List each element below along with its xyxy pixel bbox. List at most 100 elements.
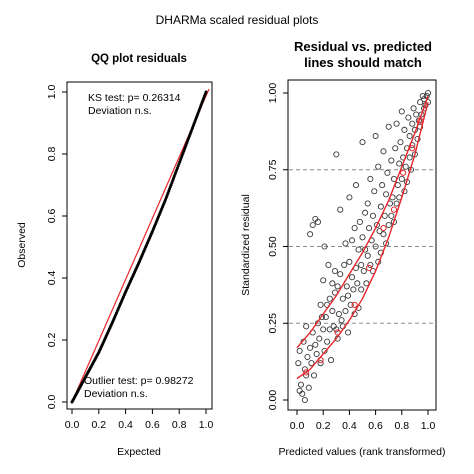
- residual-point: [331, 268, 339, 275]
- residual-point: [360, 268, 367, 275]
- qq-x-tick-label: 0.2: [91, 419, 106, 431]
- qq-outlier-test-annotation: Outlier test: p= 0.98272: [84, 375, 194, 387]
- residual-point: [376, 228, 383, 235]
- qq-title: QQ plot residuals: [91, 53, 187, 65]
- residual-point: [307, 231, 314, 238]
- residual-point: [367, 175, 374, 183]
- residual-point: [355, 246, 362, 253]
- qq-y-axis: 0.0 0.2 0.4 0.6 0.8 1.0: [46, 85, 68, 410]
- residual-point: [321, 243, 328, 250]
- qq-y-tick-label: 0.6: [46, 209, 58, 224]
- qq-x-axis-label: Expected: [117, 446, 161, 458]
- residual-point: [309, 221, 316, 229]
- residual-point: [342, 307, 349, 315]
- residual-point: [296, 347, 303, 354]
- residual-point: [413, 111, 420, 118]
- residual-point: [401, 126, 408, 133]
- residual-point: [356, 218, 363, 225]
- residual-subtitle: lines should match: [304, 55, 422, 70]
- residual-point: [364, 200, 371, 207]
- residual-point: [377, 203, 384, 210]
- residual-x-axis: 0.0 0.2 0.4 0.6 0.8 1.0: [290, 409, 436, 432]
- residual-point: [393, 120, 400, 127]
- figure-title: DHARMa scaled residual plots: [156, 13, 319, 27]
- residual-point: [307, 344, 314, 351]
- residual-point: [375, 163, 382, 170]
- residual-point: [410, 105, 417, 112]
- residual-point: [379, 182, 386, 189]
- residual-point: [314, 218, 322, 225]
- residual-point: [301, 366, 308, 373]
- residual-point: [326, 326, 333, 333]
- qq-x-tick-label: 0.6: [145, 419, 160, 431]
- residual-highlight-point: [409, 145, 416, 152]
- residual-point: [362, 209, 369, 216]
- residual-point: [328, 357, 335, 364]
- residual-point: [320, 326, 327, 333]
- qq-y-tick-label: 0.0: [46, 395, 58, 410]
- residual-point: [392, 145, 399, 152]
- residual-point: [329, 280, 336, 287]
- qq-y-axis-label: Observed: [16, 222, 28, 268]
- residual-point: [300, 338, 307, 345]
- residual-point: [317, 360, 324, 367]
- residual-point: [409, 120, 416, 127]
- residual-point: [367, 261, 374, 268]
- residual-quantile-curve: [296, 95, 429, 349]
- residual-point: [372, 132, 379, 140]
- residual-point: [316, 335, 323, 342]
- residual-point: [424, 89, 432, 97]
- residual-y-tick-label: 0.00: [267, 390, 279, 411]
- residual-point: [320, 277, 327, 284]
- residual-point: [351, 225, 358, 232]
- residual-y-axis-label: Standardized residual: [240, 194, 252, 296]
- qq-y-tick-label: 0.2: [46, 333, 58, 348]
- residual-title: Residual vs. predicted: [294, 39, 432, 54]
- residual-point: [380, 148, 387, 155]
- residual-point: [406, 154, 413, 161]
- residual-y-tick-label: 0.75: [267, 159, 279, 180]
- residual-point: [310, 372, 318, 379]
- residual-highlight-point: [380, 224, 387, 232]
- residual-point: [295, 360, 302, 367]
- residual-point: [383, 191, 390, 198]
- residual-point: [337, 206, 344, 213]
- residual-point: [333, 151, 340, 158]
- residual-highlight-point: [351, 301, 358, 308]
- qq-reference-line: [71, 88, 210, 403]
- residual-point: [329, 307, 336, 315]
- residual-point: [321, 347, 328, 354]
- residual-point: [334, 283, 341, 290]
- residual-point: [308, 360, 315, 367]
- residual-x-tick-label: 0.8: [394, 420, 409, 432]
- residual-point: [388, 157, 395, 164]
- residual-point: [341, 261, 348, 268]
- qq-x-tick-label: 0.0: [65, 419, 80, 431]
- residual-point: [350, 286, 357, 293]
- residual-highlight-point: [400, 169, 407, 176]
- residual-point: [325, 261, 332, 268]
- residual-highlight-point: [365, 264, 373, 272]
- residual-highlight-point: [390, 206, 398, 213]
- residual-point: [398, 175, 405, 183]
- residual-x-axis-label: Predicted values (rank transformed): [279, 446, 446, 458]
- residual-point: [359, 139, 366, 146]
- residual-point: [417, 99, 424, 106]
- residual-point: [345, 292, 352, 299]
- qq-y-tick-label: 0.8: [46, 147, 58, 162]
- residual-point: [339, 295, 346, 302]
- residual-marks: [289, 89, 435, 404]
- residual-point: [318, 314, 325, 321]
- residual-point: [346, 258, 353, 265]
- residual-point: [371, 188, 378, 195]
- residual-x-tick-label: 1.0: [421, 420, 436, 432]
- qq-ks-test-annotation: KS test: p= 0.26314: [88, 92, 181, 104]
- residual-point: [385, 221, 392, 229]
- qq-y-tick-label: 1.0: [46, 85, 58, 100]
- residual-point: [369, 212, 377, 219]
- residual-point: [297, 381, 304, 388]
- qq-x-tick-label: 1.0: [199, 419, 214, 431]
- residual-point: [343, 283, 350, 290]
- qq-outlier-deviation-annotation: Deviation n.s.: [84, 388, 148, 400]
